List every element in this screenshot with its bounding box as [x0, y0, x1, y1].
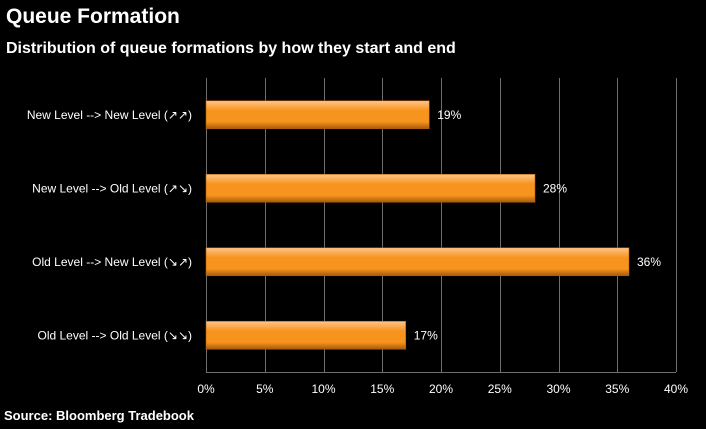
category-label: New Level --> New Level (↗↗)	[27, 108, 192, 122]
chart-title: Queue Formation	[6, 5, 180, 28]
x-tick-label: 35%	[605, 382, 629, 396]
source-note: Source: Bloomberg Tradebook	[4, 408, 194, 423]
x-tick-label: 10%	[311, 382, 335, 396]
bar	[205, 100, 430, 130]
category-label: New Level --> Old Level (↗↘)	[32, 181, 192, 195]
x-tick-label: 5%	[256, 382, 274, 396]
bars	[205, 100, 630, 350]
bar	[205, 173, 536, 203]
x-tick-label: 30%	[546, 382, 570, 396]
category-label: Old Level --> New Level (↘↗)	[32, 255, 192, 269]
x-tick-label: 15%	[370, 382, 394, 396]
bar	[205, 320, 407, 350]
chart-subtitle: Distribution of queue formations by how …	[6, 40, 456, 57]
x-tick-label: 25%	[488, 382, 512, 396]
x-tick-label: 40%	[664, 382, 688, 396]
bar	[205, 247, 630, 277]
data-label: 19%	[437, 108, 461, 122]
data-label: 17%	[414, 328, 438, 342]
x-tick-label: 20%	[429, 382, 453, 396]
category-label: Old Level --> Old Level (↘↘)	[38, 328, 193, 342]
data-label: 36%	[637, 255, 661, 269]
labels: 0% 5% 10% 15% 20% 25% 30% 35% 40% 19% New Level --…	[27, 108, 689, 396]
x-tick-label: 0%	[197, 382, 215, 396]
data-label: 28%	[543, 181, 567, 195]
